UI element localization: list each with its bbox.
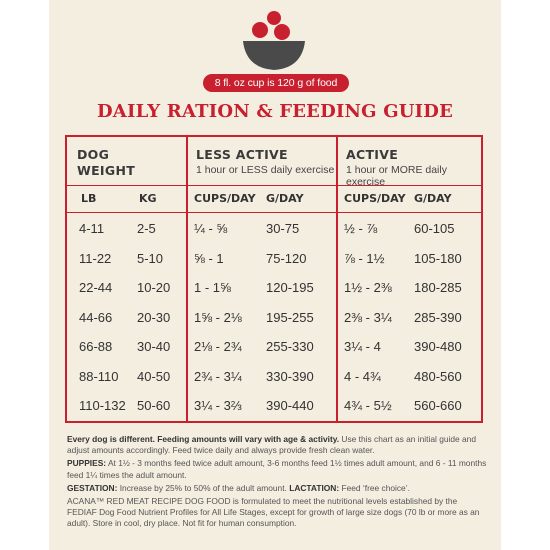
column-header-grams-active: G/DAY (414, 192, 452, 205)
cell-kg: 40-50 (137, 368, 171, 384)
note-puppies: PUPPIES: At 1½ - 3 months feed twice adu… (67, 458, 487, 480)
subheader-divider (67, 212, 481, 213)
serving-size-badge: 8 fl. oz cup is 120 g of food (203, 74, 349, 92)
cell-grams-less-active: 195-255 (266, 309, 314, 325)
cell-kg: 5-10 (137, 250, 164, 266)
cell-lb: 4-11 (79, 221, 105, 236)
cell-kg: 10-20 (137, 280, 171, 295)
cell-cups-active: 2⅜ - 3¼ (344, 309, 392, 325)
cell-cups-less-active: 1 - 1⅝ (194, 280, 231, 295)
column-header-grams-less-active: G/DAY (266, 192, 304, 205)
cell-kg: 50-60 (137, 398, 171, 413)
note-product-statement: ACANA™ RED MEAT RECIPE DOG FOOD is formu… (67, 496, 480, 529)
column-header-cups-active: CUPS/DAY (344, 192, 406, 205)
header-divider (67, 185, 481, 186)
cell-grams-less-active: 120-195 (266, 280, 314, 295)
column-divider (186, 137, 188, 421)
feeding-notes: Every dog is different. Feeding amounts … (67, 434, 487, 532)
column-header-lb: LB (81, 192, 97, 205)
active-subtitle: 1 hour or MORE daily exercise (346, 164, 447, 188)
cell-grams-active: 390-480 (414, 339, 462, 354)
cell-grams-less-active: 330-390 (266, 368, 314, 384)
cell-lb: 44-66 (79, 309, 113, 325)
cell-cups-less-active: 3¼ - 3⅔ (194, 398, 242, 413)
cell-grams-active: 480-560 (414, 368, 462, 384)
cell-grams-active: 60-105 (414, 221, 455, 236)
cell-cups-less-active: 2¾ - 3¼ (194, 368, 242, 384)
cell-cups-active: 1½ - 2⅜ (344, 280, 392, 295)
cell-cups-active: ⅞ - 1½ (344, 250, 385, 266)
cell-cups-active: 3¼ - 4 (344, 339, 381, 354)
dog-weight-header: DOG WEIGHT (77, 147, 136, 178)
cell-cups-less-active: 1⅝ - 2⅛ (194, 309, 242, 325)
cell-kg: 30-40 (137, 339, 171, 354)
cell-cups-less-active: ⅝ - 1 (194, 250, 224, 266)
cell-grams-less-active: 30-75 (266, 221, 300, 236)
cell-lb: 22-44 (79, 280, 113, 295)
cell-cups-less-active: ¼ - ⅝ (194, 221, 228, 236)
column-header-cups-less-active: CUPS/DAY (194, 192, 256, 205)
column-header-kg: KG (139, 192, 157, 205)
column-divider (336, 137, 338, 421)
cell-grams-less-active: 390-440 (266, 398, 314, 413)
note-gestation-lactation: GESTATION: Increase by 25% to 50% of the… (67, 482, 410, 493)
cell-grams-active: 560-660 (414, 398, 462, 413)
bowl-illustration (49, 0, 501, 76)
cell-grams-active: 285-390 (414, 309, 462, 325)
cell-cups-active: ½ - ⅞ (344, 221, 378, 236)
cell-lb: 88-110 (79, 368, 119, 384)
note-general: Every dog is different. Feeding amounts … (67, 434, 476, 456)
feeding-table: DOG WEIGHT LESS ACTIVE 1 hour or LESS da… (65, 135, 483, 423)
cell-grams-active: 180-285 (414, 280, 462, 295)
cell-lb: 110-132 (79, 398, 126, 413)
cell-kg: 20-30 (137, 309, 171, 325)
cell-lb: 11-22 (79, 250, 112, 266)
cell-cups-active: 4¾ - 5½ (344, 398, 392, 413)
cell-kg: 2-5 (137, 221, 156, 236)
cell-grams-less-active: 255-330 (266, 339, 314, 354)
cell-cups-less-active: 2⅛ - 2¾ (194, 339, 242, 354)
cell-grams-less-active: 75-120 (266, 250, 307, 266)
cell-cups-active: 4 - 4¾ (344, 368, 381, 384)
cell-grams-active: 105-180 (414, 250, 462, 266)
page-title: DAILY RATION & FEEDING GUIDE (96, 101, 454, 122)
less-active-header: LESS ACTIVE (196, 147, 288, 162)
food-bowl-icon (243, 11, 305, 70)
active-header: ACTIVE (346, 147, 399, 162)
less-active-subtitle: 1 hour or LESS daily exercise (196, 164, 335, 176)
cell-lb: 66-88 (79, 339, 113, 354)
feeding-guide-card: 8 fl. oz cup is 120 g of food DAILY RATI… (49, 0, 501, 550)
